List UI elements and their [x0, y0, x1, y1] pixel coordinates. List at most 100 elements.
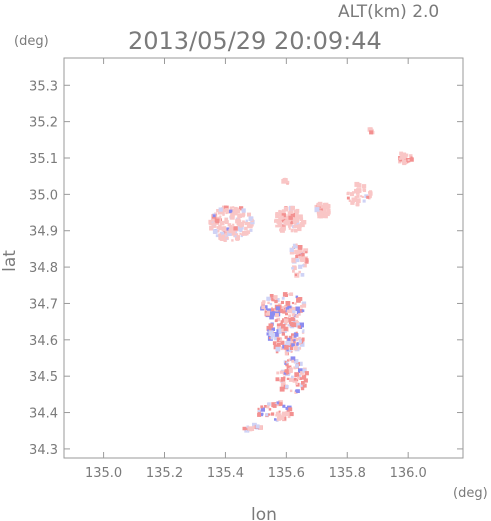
data-point [232, 232, 236, 236]
data-point [212, 229, 218, 234]
data-point [322, 203, 326, 206]
data-point [250, 218, 253, 221]
data-point [321, 208, 326, 213]
data-point [289, 412, 294, 417]
data-point [282, 404, 286, 408]
data-point [269, 314, 274, 320]
data-point [281, 328, 285, 333]
data-point [220, 236, 225, 241]
data-point [278, 402, 283, 406]
data-point [274, 319, 278, 323]
data-point [296, 342, 299, 345]
data-point [239, 206, 244, 211]
data-point [229, 226, 234, 230]
data-point [291, 317, 295, 321]
data-point [275, 414, 278, 417]
data-point [274, 418, 277, 421]
data-point [294, 372, 300, 378]
data-point [290, 347, 293, 350]
data-point [298, 313, 301, 316]
data-point [229, 224, 233, 228]
data-point [247, 212, 251, 217]
data-point [368, 191, 373, 196]
data-point [298, 336, 301, 340]
data-point [229, 206, 233, 210]
data-point [252, 425, 256, 429]
data-point [281, 296, 285, 300]
data-point [294, 390, 298, 394]
data-point [323, 211, 329, 216]
data-point [228, 228, 233, 234]
data-point [290, 210, 294, 214]
data-point [286, 361, 289, 364]
data-point [295, 258, 300, 263]
data-point [241, 208, 246, 213]
data-point [295, 306, 300, 311]
data-point [264, 405, 267, 408]
data-point [281, 209, 286, 214]
data-point [285, 301, 291, 306]
data-point [346, 196, 350, 200]
data-point [261, 305, 266, 310]
data-point [286, 349, 289, 352]
data-point [298, 361, 303, 366]
data-point [265, 413, 269, 417]
data-point [274, 299, 278, 304]
data-point [264, 310, 267, 313]
data-point [296, 343, 299, 346]
data-point [275, 306, 280, 311]
data-point [272, 341, 277, 345]
data-point [298, 253, 301, 257]
data-point [233, 208, 238, 213]
data-point [288, 293, 291, 296]
data-point [369, 130, 374, 135]
data-point [356, 183, 362, 188]
data-point [362, 199, 366, 203]
data-point [291, 313, 295, 317]
data-point [282, 178, 288, 183]
data-point [209, 226, 214, 231]
data-point [301, 381, 305, 385]
data-point [300, 386, 305, 391]
data-point [237, 213, 242, 218]
data-point [284, 345, 289, 350]
data-point [291, 333, 296, 338]
data-point [318, 201, 323, 207]
data-point [225, 236, 228, 239]
data-point [291, 343, 295, 346]
data-point [267, 329, 270, 332]
data-point [295, 321, 299, 325]
y-tick-label: 34.5 [29, 370, 58, 385]
data-point [305, 251, 308, 254]
data-point [300, 257, 306, 263]
data-point [298, 342, 301, 345]
data-point [288, 321, 294, 327]
data-point [223, 238, 227, 242]
data-point [216, 209, 220, 213]
data-point [295, 243, 298, 246]
data-point [290, 213, 295, 218]
data-point [210, 223, 213, 226]
data-point [221, 211, 225, 215]
data-point [240, 213, 245, 218]
data-point [286, 309, 291, 314]
data-point [290, 221, 293, 225]
data-point [247, 426, 253, 432]
data-point [257, 412, 262, 417]
data-point [284, 411, 290, 416]
data-point [267, 308, 272, 313]
data-point [277, 219, 282, 224]
data-point [239, 225, 243, 228]
y-tick-label: 35.1 [29, 152, 58, 167]
y-tick-label: 34.6 [29, 334, 58, 349]
data-point [275, 377, 280, 382]
data-point [283, 221, 288, 226]
data-point [282, 292, 288, 297]
data-point [231, 212, 235, 216]
data-point [274, 218, 279, 223]
data-point [268, 413, 271, 416]
data-point [369, 190, 372, 193]
data-point [240, 234, 243, 238]
data-point [272, 403, 277, 408]
